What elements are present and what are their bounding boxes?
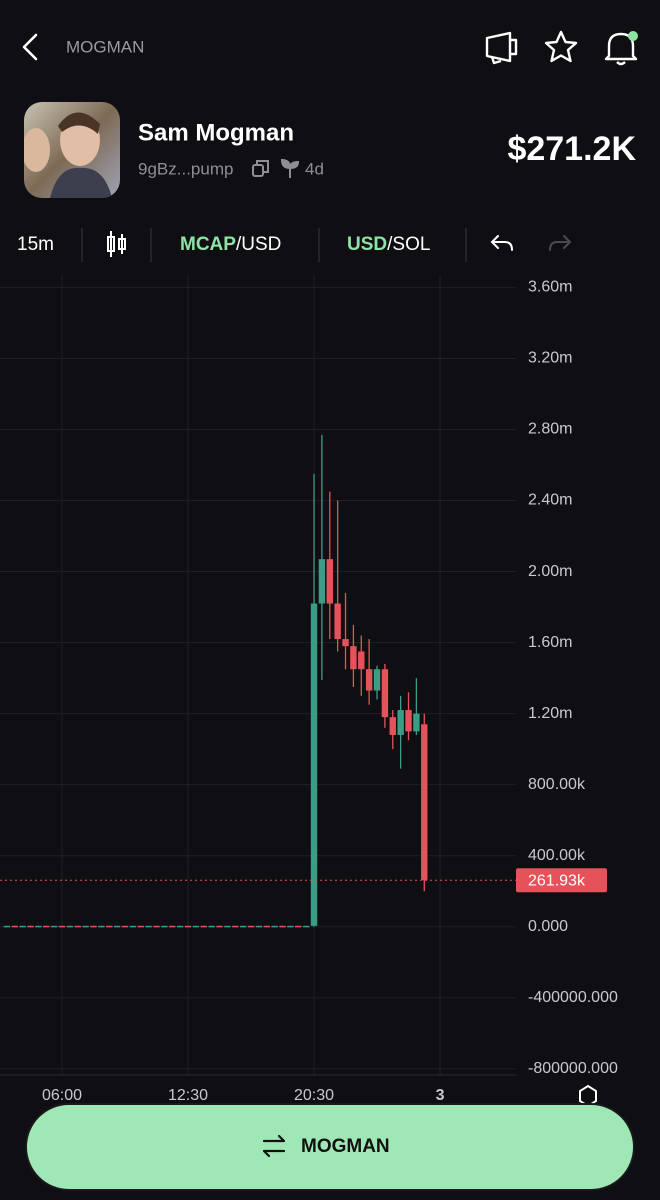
token-age: 4d xyxy=(305,159,324,178)
candle-body xyxy=(66,925,74,928)
token-avatar xyxy=(24,102,120,198)
candle-body xyxy=(255,925,263,928)
candle-body xyxy=(224,925,231,928)
candle-body xyxy=(302,925,310,928)
token-name: Sam Mogman xyxy=(138,119,294,146)
candle-body xyxy=(161,925,168,928)
y-tick-label: 2.00m xyxy=(528,563,572,580)
candle-body xyxy=(397,710,404,735)
chart: 3.60m 3.20m 2.80m 2.40m 2.00m 1.60m 1.20m 800.0… xyxy=(0,275,618,1104)
metric-toggle[interactable]: MCAP/USD xyxy=(180,234,281,255)
x-tick-label: 3 xyxy=(436,1087,445,1104)
candle-body xyxy=(310,603,318,926)
candle-body xyxy=(19,925,26,928)
candle-body xyxy=(169,925,176,928)
y-tick-label: -800000.000 xyxy=(528,1060,618,1077)
candle-body xyxy=(98,925,105,928)
candle-body xyxy=(184,925,192,928)
last-price-tag xyxy=(516,868,607,893)
candle-body xyxy=(239,925,247,928)
announce-icon[interactable] xyxy=(485,31,518,65)
quote-active: USD xyxy=(347,234,387,255)
undo-button[interactable] xyxy=(490,235,513,251)
candle-body xyxy=(121,925,129,928)
candle-body xyxy=(373,669,381,691)
candle-body xyxy=(11,925,18,928)
candle-body xyxy=(137,925,144,928)
candle-body xyxy=(318,559,326,604)
candle-body xyxy=(247,925,255,928)
candle-body xyxy=(200,925,207,928)
candle-body xyxy=(287,925,294,928)
candle-body xyxy=(263,925,270,928)
candle-body xyxy=(389,717,396,735)
y-tick-label: 0.000 xyxy=(528,918,568,935)
candle-body xyxy=(74,925,81,928)
candle-body xyxy=(90,925,97,928)
candle-body xyxy=(50,925,58,928)
candle-body xyxy=(153,925,160,928)
candle-body xyxy=(334,603,341,640)
candle-body xyxy=(176,925,184,928)
quote-unit: /SOL xyxy=(387,234,430,255)
candle-body xyxy=(113,925,121,928)
favorite-icon[interactable] xyxy=(544,30,578,63)
candle-body xyxy=(27,925,34,928)
y-tick-label: 1.20m xyxy=(528,705,572,722)
candle-body xyxy=(82,925,89,928)
x-tick-label: 12:30 xyxy=(168,1087,208,1104)
metric-active: MCAP xyxy=(180,234,236,255)
candle-body xyxy=(279,925,286,928)
last-price-label: 261.93k xyxy=(528,872,586,889)
candle-body xyxy=(358,651,365,670)
y-tick-label: -400000.000 xyxy=(528,989,618,1006)
candle-body xyxy=(145,925,152,928)
candle-body xyxy=(381,669,389,718)
trade-button[interactable] xyxy=(25,1103,635,1191)
candle-body xyxy=(405,710,412,732)
y-tick-label: 800.00k xyxy=(528,776,586,793)
x-tick-label: 06:00 xyxy=(42,1087,82,1104)
candle-body xyxy=(106,925,113,928)
candle-body xyxy=(271,925,278,928)
candle-body xyxy=(342,639,349,647)
y-tick-label: 3.20m xyxy=(528,350,572,367)
candle-body xyxy=(129,925,137,928)
token-address: 9gBz...pump xyxy=(138,159,233,178)
candle-body xyxy=(413,713,420,732)
candle-body xyxy=(43,925,50,928)
candle-body xyxy=(232,925,239,928)
candle-body xyxy=(216,925,223,928)
y-tick-label: 3.60m xyxy=(528,279,572,296)
candle-body xyxy=(58,925,66,928)
header-title: MOGMAN xyxy=(66,37,144,56)
quote-toggle[interactable]: USD/SOL xyxy=(347,234,430,255)
candle-body xyxy=(350,646,357,670)
x-tick-label: 20:30 xyxy=(294,1087,334,1104)
swap-icon xyxy=(262,1134,286,1158)
candle-body xyxy=(421,724,428,881)
copy-icon[interactable] xyxy=(252,160,269,177)
back-button[interactable] xyxy=(22,33,38,61)
interval-button[interactable]: 15m xyxy=(17,234,54,255)
y-tick-label: 2.80m xyxy=(528,421,572,438)
candle-body xyxy=(326,559,333,604)
trade-button-label: MOGMAN xyxy=(301,1136,390,1157)
notification-icon[interactable] xyxy=(604,31,638,66)
metric-unit: /USD xyxy=(236,234,281,255)
y-tick-label: 1.60m xyxy=(528,634,572,651)
y-tick-label: 400.00k xyxy=(528,847,586,864)
age-icon xyxy=(280,158,300,178)
candle-body xyxy=(365,669,373,691)
token-price: $271.2K xyxy=(507,130,636,168)
candle-type-button[interactable] xyxy=(107,231,126,257)
y-tick-label: 2.40m xyxy=(528,492,572,509)
candle-body xyxy=(35,925,42,928)
candle-body xyxy=(208,925,215,928)
candle-body xyxy=(192,925,200,928)
candle-body xyxy=(295,925,302,928)
redo-button[interactable] xyxy=(549,235,572,251)
candle-body xyxy=(3,925,11,928)
